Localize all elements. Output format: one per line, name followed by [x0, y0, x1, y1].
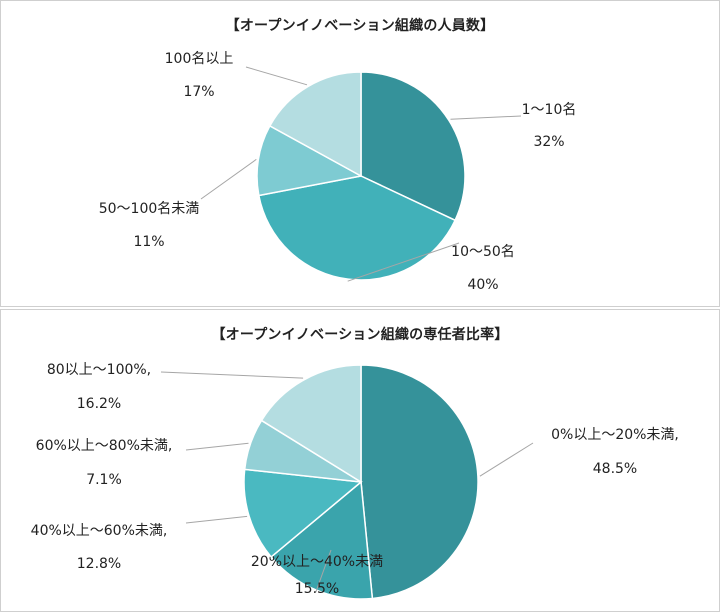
chart-title: 【オープンイノベーション組織の人員数】 — [225, 18, 495, 34]
leader-line — [185, 515, 248, 524]
slice-value-label: 16.2% — [77, 396, 121, 412]
slice-value-label: 40% — [467, 277, 498, 293]
slice-category-label: 80以上～100%, — [47, 362, 151, 378]
leader-line — [200, 158, 257, 200]
leader-line — [315, 549, 332, 593]
slice-value-label: 32% — [533, 134, 564, 150]
slice-category-label: 1～10名 — [522, 102, 577, 118]
slice-value-label: 12.8% — [77, 556, 121, 572]
slice-category-label: 40%以上～60%未満, — [31, 523, 168, 539]
slice-category-label: 100名以上 — [165, 51, 234, 67]
pie-slice — [360, 71, 466, 222]
leader-line — [245, 66, 308, 86]
leader-line — [347, 242, 460, 282]
pie-slice — [257, 175, 457, 281]
pie-chart-dedicated-ratio: 0%以上～20%未満, 48.5% 20%以上～40%未満 15.5% 40%以上～60… — [31, 362, 679, 600]
slice-value-label: 11% — [133, 234, 164, 250]
pie-slice — [268, 71, 362, 178]
slice-category-label: 20%以上～40%未満 — [251, 554, 383, 570]
slice-value-label: 48.5% — [593, 461, 637, 477]
slice-value-label: 17% — [183, 84, 214, 100]
chart-panel-dedicated-ratio: 【オープンイノベーション組織の専任者比率】 0%以上～20%未満, 48.5% 20… — [0, 309, 720, 612]
pie-slice — [243, 468, 363, 558]
slice-value-label: 15.5% — [295, 581, 339, 597]
pie-slice — [256, 124, 364, 197]
leader-line — [479, 442, 534, 477]
leader-line — [160, 371, 304, 379]
pie-slice — [360, 364, 479, 600]
slice-category-label: 0%以上～20%未満, — [551, 427, 679, 443]
slice-category-label: 60%以上～80%未満, — [36, 438, 173, 454]
chart-title: 【オープンイノベーション組織の専任者比率】 — [211, 327, 509, 343]
pie-chart-staff-count: 1～10名 32% 10～50名 40% 50～100名未満 11% 100名以上 17% — [99, 51, 577, 293]
pie-slice — [260, 364, 362, 484]
chart-panel-staff-count: 【オープンイノベーション組織の人員数】 1～10名 32% 10～50名 40% 50～… — [0, 0, 720, 307]
leader-line — [185, 442, 249, 451]
slice-category-label: 10～50名 — [451, 244, 515, 260]
leader-line — [450, 115, 522, 120]
slice-category-label: 50～100名未満 — [99, 201, 200, 217]
slice-value-label: 7.1% — [86, 472, 122, 488]
